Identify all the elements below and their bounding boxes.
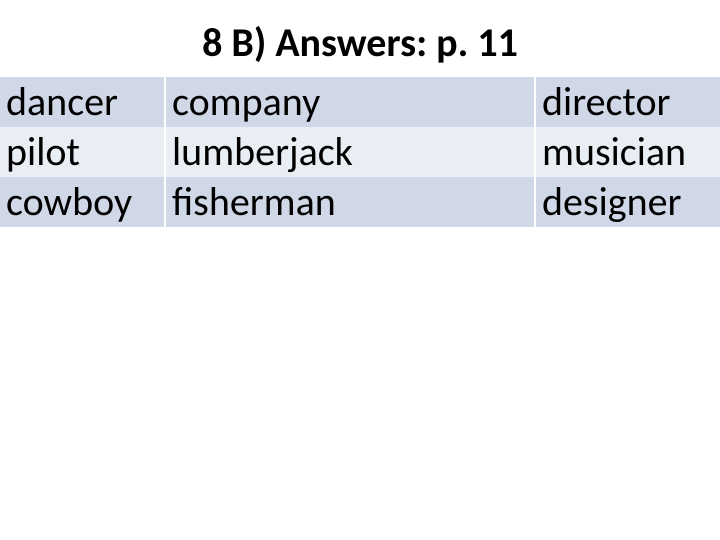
answers-table-wrap: dancer company director pilot lumberjack… — [0, 77, 720, 227]
table-row: dancer company director — [0, 77, 720, 127]
table-cell: fisherman — [165, 177, 535, 227]
table-row: cowboy fisherman designer — [0, 177, 720, 227]
table-cell: cowboy — [0, 177, 165, 227]
table-cell: director — [535, 77, 720, 127]
slide: 8 B) Answers: p. 11 dancer company direc… — [0, 0, 720, 540]
table-cell: designer — [535, 177, 720, 227]
table-cell: lumberjack — [165, 127, 535, 177]
table-cell: pilot — [0, 127, 165, 177]
table-cell: dancer — [0, 77, 165, 127]
page-title: 8 B) Answers: p. 11 — [0, 0, 720, 77]
table-row: pilot lumberjack musician — [0, 127, 720, 177]
table-cell: company — [165, 77, 535, 127]
table-cell: musician — [535, 127, 720, 177]
answers-table: dancer company director pilot lumberjack… — [0, 77, 720, 227]
